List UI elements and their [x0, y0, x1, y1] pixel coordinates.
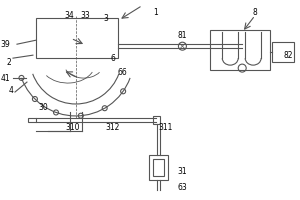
- Bar: [210, 30, 270, 70]
- Text: 66: 66: [118, 68, 128, 77]
- Text: 31: 31: [178, 167, 187, 176]
- Text: 2: 2: [7, 58, 11, 67]
- Text: 4: 4: [9, 86, 14, 95]
- Text: 41: 41: [0, 74, 10, 83]
- Text: 311: 311: [158, 123, 173, 132]
- Text: 34: 34: [64, 11, 74, 20]
- Text: 3: 3: [103, 14, 108, 23]
- Bar: [36, 18, 118, 58]
- Text: 63: 63: [178, 183, 187, 192]
- Bar: [272, 42, 294, 62]
- Text: 6: 6: [110, 54, 115, 63]
- Bar: [148, 155, 169, 180]
- Text: 30: 30: [38, 103, 48, 112]
- Bar: [152, 159, 164, 176]
- Text: 33: 33: [81, 11, 91, 20]
- Bar: [28, 118, 36, 122]
- Text: 81: 81: [178, 31, 187, 40]
- Text: 310: 310: [65, 123, 80, 132]
- Text: 1: 1: [153, 8, 158, 17]
- Text: 8: 8: [253, 8, 257, 17]
- Text: 82: 82: [283, 51, 293, 60]
- Text: 39: 39: [0, 40, 10, 49]
- Bar: [152, 116, 160, 124]
- Text: 312: 312: [106, 123, 120, 132]
